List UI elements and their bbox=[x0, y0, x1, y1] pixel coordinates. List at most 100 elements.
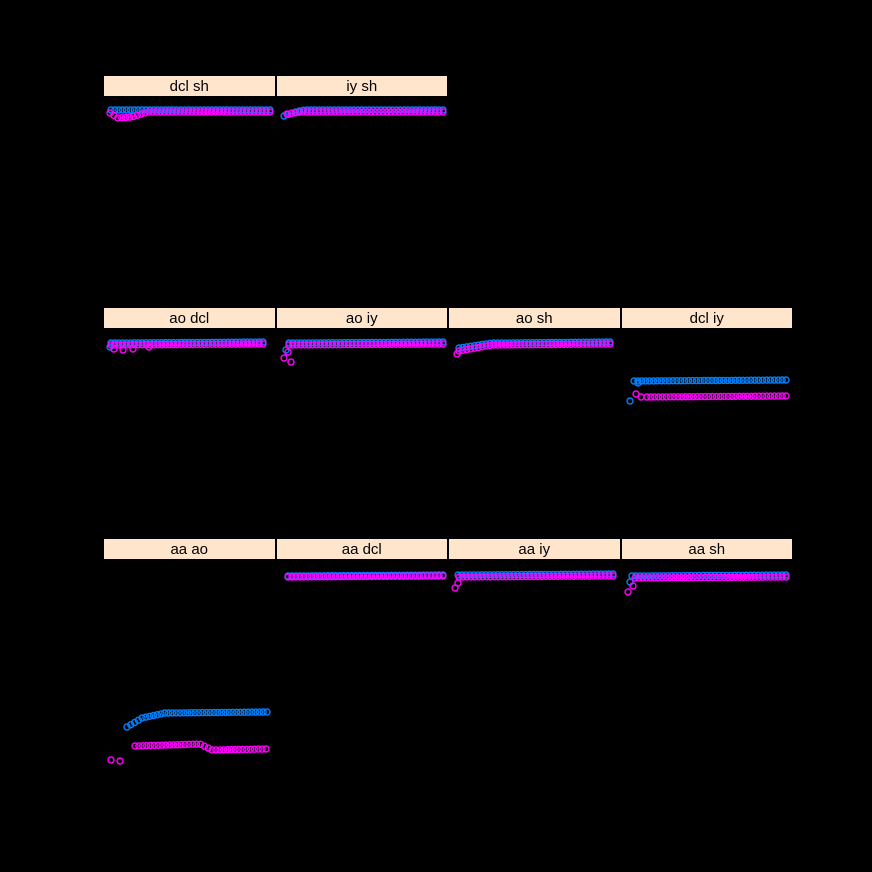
data-point bbox=[688, 376, 697, 385]
data-point bbox=[247, 338, 256, 346]
data-point bbox=[384, 338, 392, 347]
data-point bbox=[509, 341, 517, 349]
data-point bbox=[742, 571, 751, 579]
data-point bbox=[301, 339, 309, 347]
data-point bbox=[292, 573, 300, 581]
data-point bbox=[687, 571, 695, 580]
data-point bbox=[678, 393, 686, 401]
data-point bbox=[647, 393, 655, 401]
data-point bbox=[111, 106, 119, 114]
data-point bbox=[192, 106, 201, 114]
data-point bbox=[287, 109, 295, 118]
data-point bbox=[212, 746, 220, 754]
data-point bbox=[549, 570, 558, 579]
data-point bbox=[720, 573, 728, 582]
data-point bbox=[177, 106, 185, 114]
data-point bbox=[526, 572, 534, 581]
data-point bbox=[161, 106, 170, 114]
data-point bbox=[312, 572, 320, 580]
data-point bbox=[677, 574, 686, 582]
data-point bbox=[459, 343, 467, 352]
data-point bbox=[645, 377, 654, 385]
data-point bbox=[336, 572, 344, 580]
data-point bbox=[597, 570, 605, 578]
data-point bbox=[110, 111, 118, 120]
data-point bbox=[778, 571, 786, 579]
series-aosh-blue-track bbox=[455, 338, 614, 352]
data-point bbox=[250, 106, 259, 114]
data-point bbox=[357, 106, 366, 114]
data-point bbox=[154, 341, 162, 349]
series-aash-blue-track bbox=[628, 571, 790, 580]
strip-label: dcl sh bbox=[169, 77, 209, 95]
data-point bbox=[455, 347, 463, 355]
data-point bbox=[546, 572, 554, 581]
data-point bbox=[352, 340, 360, 349]
data-point bbox=[704, 573, 713, 582]
data-point bbox=[138, 714, 146, 722]
data-point bbox=[376, 338, 384, 347]
data-point bbox=[609, 572, 617, 580]
data-point bbox=[466, 571, 474, 579]
data-point bbox=[204, 744, 212, 752]
data-point bbox=[134, 339, 143, 347]
data-point bbox=[266, 108, 274, 116]
data-point bbox=[553, 570, 562, 579]
data-point bbox=[231, 108, 239, 116]
data-point bbox=[548, 338, 556, 347]
series-aoiy-blue-track bbox=[285, 338, 447, 347]
data-point bbox=[463, 343, 471, 351]
data-point bbox=[173, 340, 182, 349]
data-point bbox=[552, 338, 560, 347]
data-point bbox=[146, 106, 154, 114]
data-point bbox=[172, 709, 180, 717]
data-point bbox=[207, 108, 216, 116]
data-point bbox=[258, 745, 266, 753]
data-point bbox=[703, 571, 711, 580]
data-point bbox=[573, 570, 581, 578]
data-point bbox=[208, 746, 216, 754]
data-point bbox=[126, 339, 135, 347]
data-point bbox=[381, 106, 389, 114]
data-point bbox=[371, 572, 380, 581]
data-point bbox=[455, 344, 463, 352]
data-point bbox=[371, 571, 380, 580]
data-point bbox=[532, 340, 541, 349]
data-point bbox=[395, 340, 404, 348]
data-point bbox=[344, 340, 352, 349]
strip-label: ao dcl bbox=[169, 309, 210, 327]
data-point bbox=[470, 344, 479, 352]
data-point bbox=[669, 377, 677, 385]
series-aosh-magenta-track bbox=[455, 340, 614, 355]
data-point bbox=[320, 573, 328, 581]
data-point bbox=[303, 106, 311, 114]
data-point bbox=[307, 106, 315, 114]
data-point bbox=[431, 106, 439, 114]
data-point bbox=[288, 109, 296, 117]
data-point bbox=[652, 572, 660, 580]
data-point bbox=[221, 708, 230, 717]
data-point bbox=[185, 340, 193, 349]
data-point bbox=[217, 708, 226, 717]
data-point bbox=[731, 376, 739, 384]
data-point bbox=[494, 573, 503, 581]
data-point bbox=[157, 341, 166, 349]
data-point bbox=[227, 108, 235, 116]
data-point bbox=[130, 106, 139, 114]
data-point bbox=[331, 108, 339, 116]
data-point bbox=[324, 572, 332, 580]
data-point bbox=[601, 570, 609, 578]
data-point bbox=[427, 106, 436, 114]
data-point bbox=[590, 338, 599, 346]
data-point bbox=[225, 708, 233, 717]
data-point bbox=[659, 572, 668, 580]
data-point bbox=[375, 571, 384, 580]
data-point bbox=[544, 338, 552, 347]
data-point bbox=[565, 572, 574, 580]
data-point bbox=[513, 341, 521, 349]
data-point bbox=[364, 338, 372, 347]
data-point bbox=[463, 345, 471, 354]
data-point bbox=[514, 572, 522, 581]
data-point bbox=[336, 341, 344, 349]
